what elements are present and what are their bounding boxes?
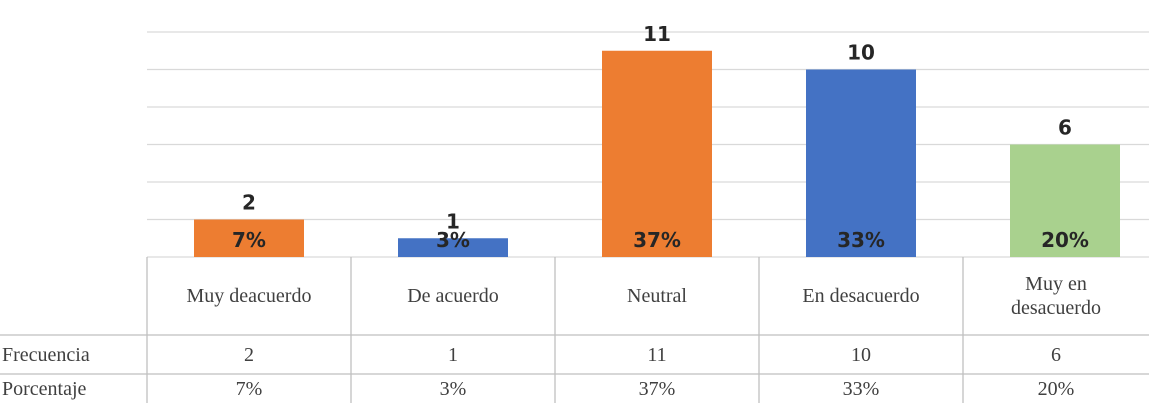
data-label: 2 xyxy=(242,191,256,215)
table-value: 6 xyxy=(1051,343,1061,366)
bar xyxy=(602,50,712,257)
table-value: 10 xyxy=(851,343,871,366)
category-label: Neutral xyxy=(627,285,687,307)
data-label: 6 xyxy=(1058,116,1072,140)
table-value: 11 xyxy=(647,343,667,366)
bar xyxy=(194,219,304,257)
percent-label: 7% xyxy=(232,228,266,252)
table-value: 37% xyxy=(638,377,676,400)
data-label: 11 xyxy=(643,22,671,46)
bar xyxy=(806,69,916,257)
category-label: De acuerdo xyxy=(407,285,499,307)
table-value: 20% xyxy=(1037,377,1075,400)
category-label: Muy en desacuerdo xyxy=(1011,273,1101,319)
percent-label: 37% xyxy=(633,228,681,252)
table-value: 2 xyxy=(244,343,254,366)
category-label: En desacuerdo xyxy=(802,285,920,307)
data-label: 10 xyxy=(847,41,875,65)
row-label: Frecuencia xyxy=(2,343,90,366)
category-label: Muy deacuerdo xyxy=(186,285,312,307)
table-value: 7% xyxy=(235,377,263,400)
table-value: 1 xyxy=(448,343,458,366)
percent-label: 33% xyxy=(837,228,885,252)
table-value: 33% xyxy=(842,377,880,400)
bar xyxy=(1010,144,1120,257)
row-label: Porcentaje xyxy=(2,377,87,400)
data-label: 1 xyxy=(446,209,460,233)
percent-label: 20% xyxy=(1041,228,1089,252)
table-value: 3% xyxy=(439,377,467,400)
bar xyxy=(398,238,508,257)
percent-label: 3% xyxy=(436,228,470,252)
